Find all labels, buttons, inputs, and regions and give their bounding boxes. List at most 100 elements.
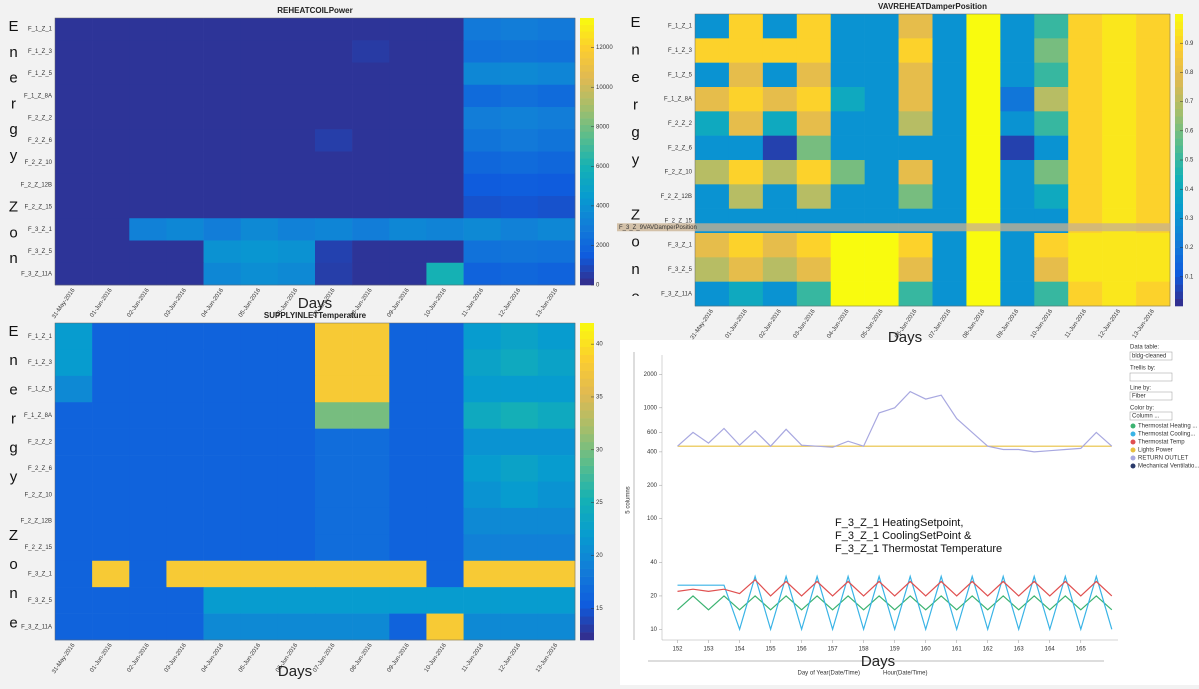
heat-cell — [352, 587, 390, 614]
heat-cell — [966, 135, 1001, 161]
series-line — [677, 390, 1113, 453]
heat-cell — [830, 14, 865, 39]
heat-cell — [315, 84, 353, 108]
colorbar-strip — [1175, 130, 1183, 139]
colorbar-strip — [580, 457, 594, 466]
y-tick-label: 100 — [647, 516, 658, 522]
heat-cell — [315, 129, 353, 152]
heat-cell — [762, 160, 798, 185]
heat-cell — [932, 184, 967, 209]
colorbar-strip — [1175, 21, 1183, 29]
x-tick-label: 161 — [952, 647, 963, 653]
heat-cell — [352, 84, 390, 108]
row-label: F_1_Z_8A — [24, 413, 52, 419]
x-tick-label: 154 — [735, 647, 746, 653]
heat-cell — [728, 184, 764, 209]
row-label: F_2_Z_10 — [25, 160, 53, 166]
heat-cell — [277, 129, 316, 152]
columns-control[interactable]: 5 columns — [626, 486, 632, 513]
heat-cell — [389, 173, 427, 197]
heat-cell — [463, 151, 502, 175]
heat-cell — [315, 240, 353, 264]
heat-cell — [500, 481, 539, 509]
x-axis-selector[interactable]: Day of Year(Date/Time) — [798, 671, 860, 677]
colorbar-strip — [1175, 269, 1183, 278]
heat-cell — [426, 62, 464, 86]
dropdown[interactable] — [1129, 351, 1173, 361]
colorbar-strip — [580, 271, 594, 279]
heat-cell — [277, 196, 316, 219]
heat-cell — [240, 560, 279, 588]
colorbar-strip — [1175, 94, 1183, 102]
colorbar-strip — [580, 632, 594, 641]
heat-cell — [1102, 281, 1137, 307]
heat-cell — [315, 375, 353, 403]
colorbar-strip — [580, 238, 594, 246]
heat-cell — [352, 323, 390, 350]
heat-cell — [796, 111, 832, 136]
heat-cell — [426, 349, 464, 377]
heat-cell — [695, 62, 730, 88]
heat-cell — [1102, 14, 1137, 39]
heat-cell — [55, 481, 93, 509]
colorbar-strip — [580, 78, 594, 86]
colorbar-label: 12000 — [596, 45, 613, 51]
heat-cell — [1000, 62, 1035, 88]
heat-cell — [92, 375, 130, 403]
heat-cell — [537, 455, 576, 482]
colorbar-strip — [580, 251, 594, 259]
line-panel — [620, 340, 1199, 685]
colorbar-strip — [580, 64, 594, 72]
colorbar-strip — [580, 84, 594, 92]
dropdown[interactable] — [1129, 391, 1173, 401]
heat-cell — [898, 281, 933, 307]
heat-cell — [1068, 281, 1103, 307]
colorbar-strip — [580, 410, 594, 419]
colorbar-strip — [580, 441, 594, 451]
chart-title: VAVREHEATDamperPosition — [878, 2, 987, 11]
heat-cell — [537, 84, 576, 108]
heat-cell — [352, 402, 390, 429]
dropdown[interactable] — [1129, 411, 1173, 421]
x-tick-label: 153 — [704, 647, 715, 653]
colorbar-strip — [1175, 211, 1183, 219]
heat-cell — [129, 129, 167, 152]
heat-cell — [537, 196, 576, 219]
heat-cell — [315, 402, 353, 429]
heat-cell — [500, 40, 539, 63]
heat-cell — [166, 402, 204, 429]
heat-cell — [728, 38, 764, 63]
heat-cell — [129, 218, 167, 241]
colorbar-strip — [1175, 247, 1183, 256]
dropdown-value[interactable]: bldg-cleaned — [1132, 354, 1166, 360]
heat-cell — [277, 151, 316, 175]
control-label: Line by: — [1130, 386, 1151, 392]
heat-cell — [389, 349, 427, 377]
x-tick-label: 159 — [890, 647, 901, 653]
heat-cell — [352, 218, 390, 241]
heat-cell — [166, 323, 204, 350]
heat-cell — [166, 428, 204, 456]
heat-cell — [389, 107, 427, 130]
dropdown-value[interactable]: Fiber — [1132, 394, 1146, 400]
row-label: F_2_Z_6 — [668, 145, 693, 151]
heat-cell — [315, 428, 353, 456]
heat-cell — [426, 173, 464, 197]
heat-cell — [463, 402, 502, 429]
heat-cell — [728, 87, 764, 112]
heat-cell — [166, 240, 204, 264]
heat-cell — [55, 560, 93, 588]
heat-cell — [864, 257, 899, 282]
heat-cell — [830, 62, 865, 88]
dropdown[interactable] — [1129, 372, 1173, 382]
row-label: F_1_Z_8A — [24, 93, 52, 99]
x-axis-selector[interactable]: Hour(Date/Time) — [883, 671, 927, 677]
colorbar-strip — [580, 171, 594, 179]
row-label: F_2_Z_12B — [21, 182, 52, 188]
heat-cell — [240, 40, 279, 63]
heat-cell — [352, 375, 390, 403]
colorbar-strip — [1175, 35, 1183, 44]
heat-cell — [203, 173, 242, 197]
dropdown-value[interactable]: Column ... — [1132, 414, 1160, 420]
colorbar-strip — [1175, 43, 1183, 51]
